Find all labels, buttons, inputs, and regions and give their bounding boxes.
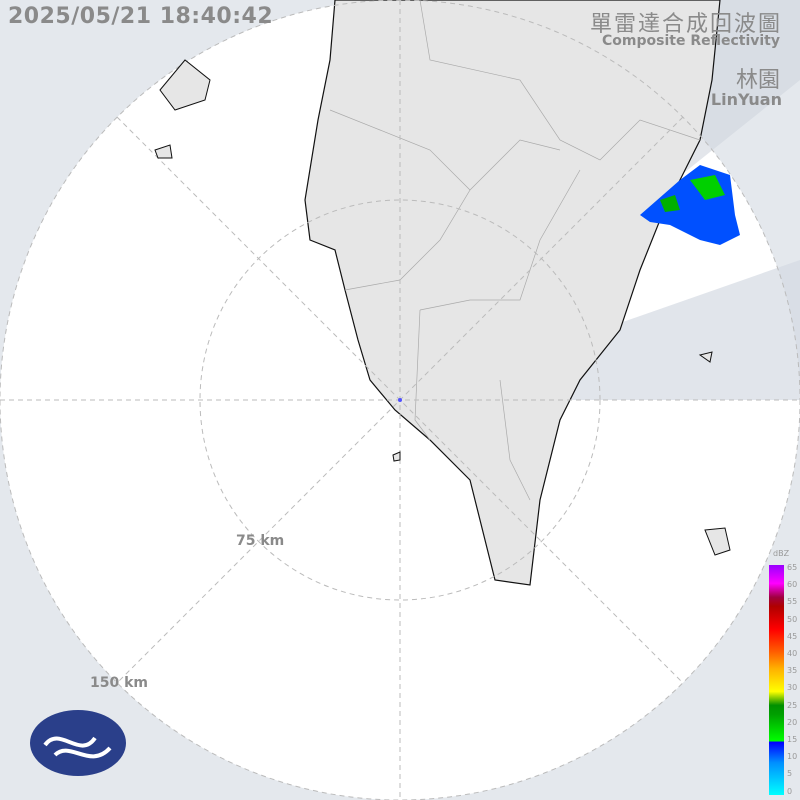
legend-tick: 5 xyxy=(787,769,793,779)
radar-echoes xyxy=(398,165,740,402)
legend-tick: 40 xyxy=(787,649,798,658)
range-label-150: 150 km xyxy=(90,675,148,691)
legend-tick: 45 xyxy=(787,631,798,641)
legend-tick: 25 xyxy=(787,700,798,710)
station-name-zh: 林園 xyxy=(735,68,780,93)
legend-tick: 55 xyxy=(787,597,798,607)
legend-tick: 20 xyxy=(787,717,798,727)
legend-tick: 50 xyxy=(787,614,798,624)
legend-tick: 10 xyxy=(787,752,798,762)
county-borders xyxy=(329,0,701,501)
product-title-zh: 單雷達合成回波圖 xyxy=(589,12,782,37)
legend-tick: 35 xyxy=(787,666,798,676)
product-title-en: Composite Reflectivity xyxy=(602,33,780,49)
timestamp: 2025/05/21 18:40:42 xyxy=(8,4,274,29)
legend-tick: 65 xyxy=(787,563,798,572)
legend-tick: 60 xyxy=(787,580,798,590)
legend-tick: 0 xyxy=(787,786,793,796)
station-name-en: LinYuan xyxy=(710,90,782,109)
legend-tick: 15 xyxy=(787,735,798,744)
range-label-75: 75 km xyxy=(236,533,285,549)
legend-tick: 30 xyxy=(787,683,798,693)
islands xyxy=(154,59,731,556)
color-legend-bar xyxy=(769,565,784,795)
cwa-logo xyxy=(30,710,126,776)
legend-unit: dBZ xyxy=(773,549,790,558)
